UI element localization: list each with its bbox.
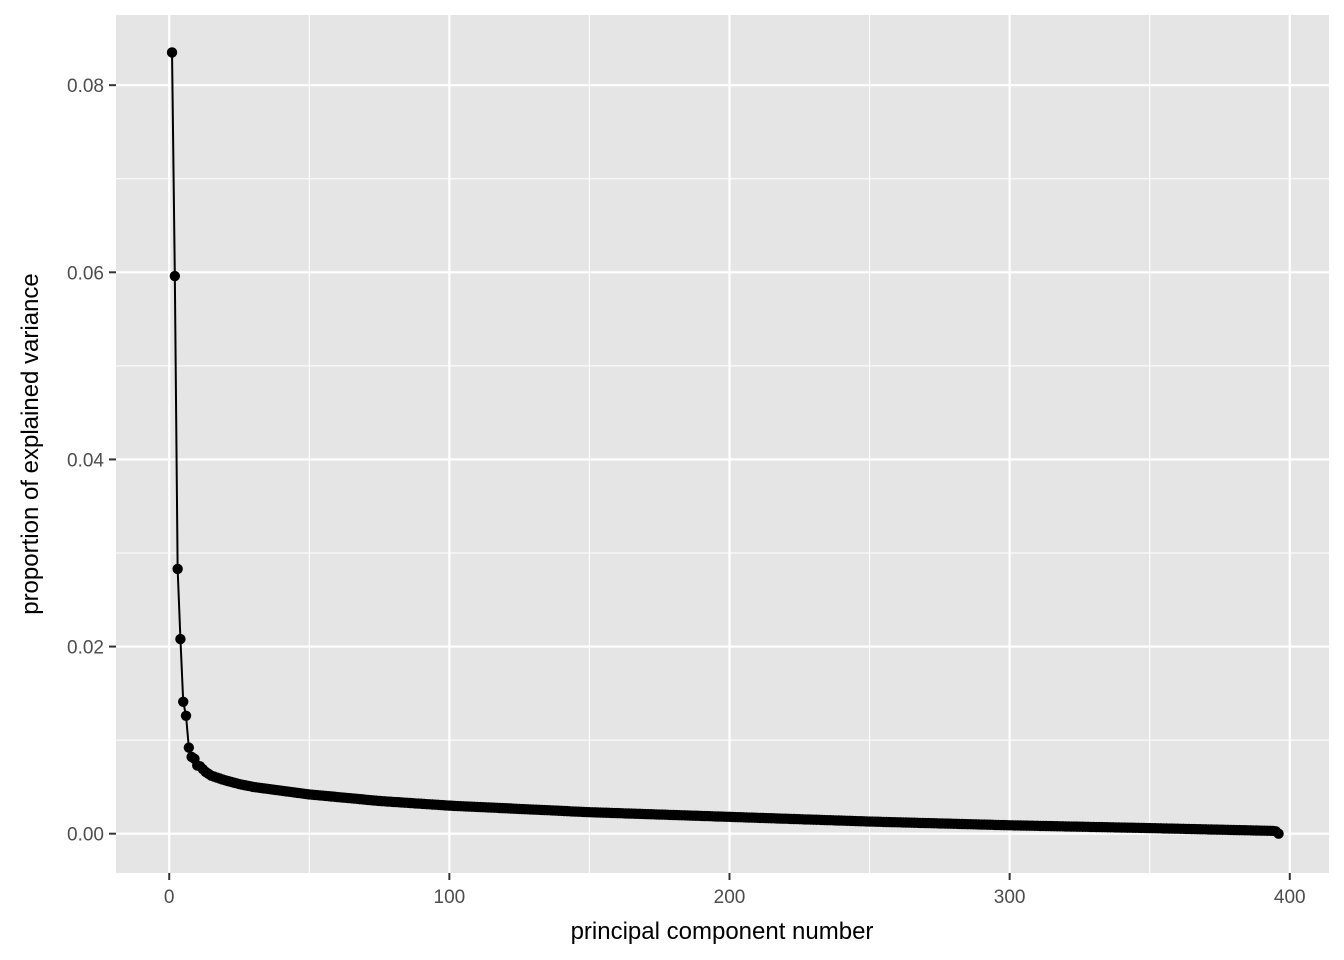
y-tick-label: 0.08: [67, 76, 104, 97]
x-axis-title: principal component number: [571, 918, 874, 945]
x-tick-label: 200: [714, 887, 746, 908]
plot-panel: [116, 15, 1329, 873]
data-point: [172, 563, 183, 575]
data-point: [1273, 828, 1284, 839]
grid-minor-lines: [116, 15, 1329, 873]
explained-variance-series: [166, 47, 1284, 839]
y-tick-label: 0.06: [67, 263, 104, 284]
grid-major-lines: [116, 15, 1329, 873]
data-point: [175, 633, 186, 645]
x-axis: 0 100 200 300 400: [164, 873, 1306, 908]
data-point: [166, 47, 178, 58]
y-axis-title: proportion of explained variance: [17, 273, 44, 615]
data-point: [180, 710, 192, 722]
y-tick-label: 0.00: [67, 825, 104, 846]
y-tick-label: 0.02: [67, 638, 104, 659]
x-tick-label: 300: [994, 887, 1026, 908]
y-axis: 0.00 0.02 0.04 0.06 0.08: [67, 76, 116, 846]
x-tick-label: 100: [434, 887, 466, 908]
x-tick-label: 0: [164, 887, 175, 908]
data-point: [169, 270, 181, 282]
y-tick-label: 0.04: [67, 450, 104, 471]
data-point: [183, 742, 195, 753]
data-point: [178, 696, 189, 707]
x-tick-label: 400: [1274, 887, 1306, 908]
